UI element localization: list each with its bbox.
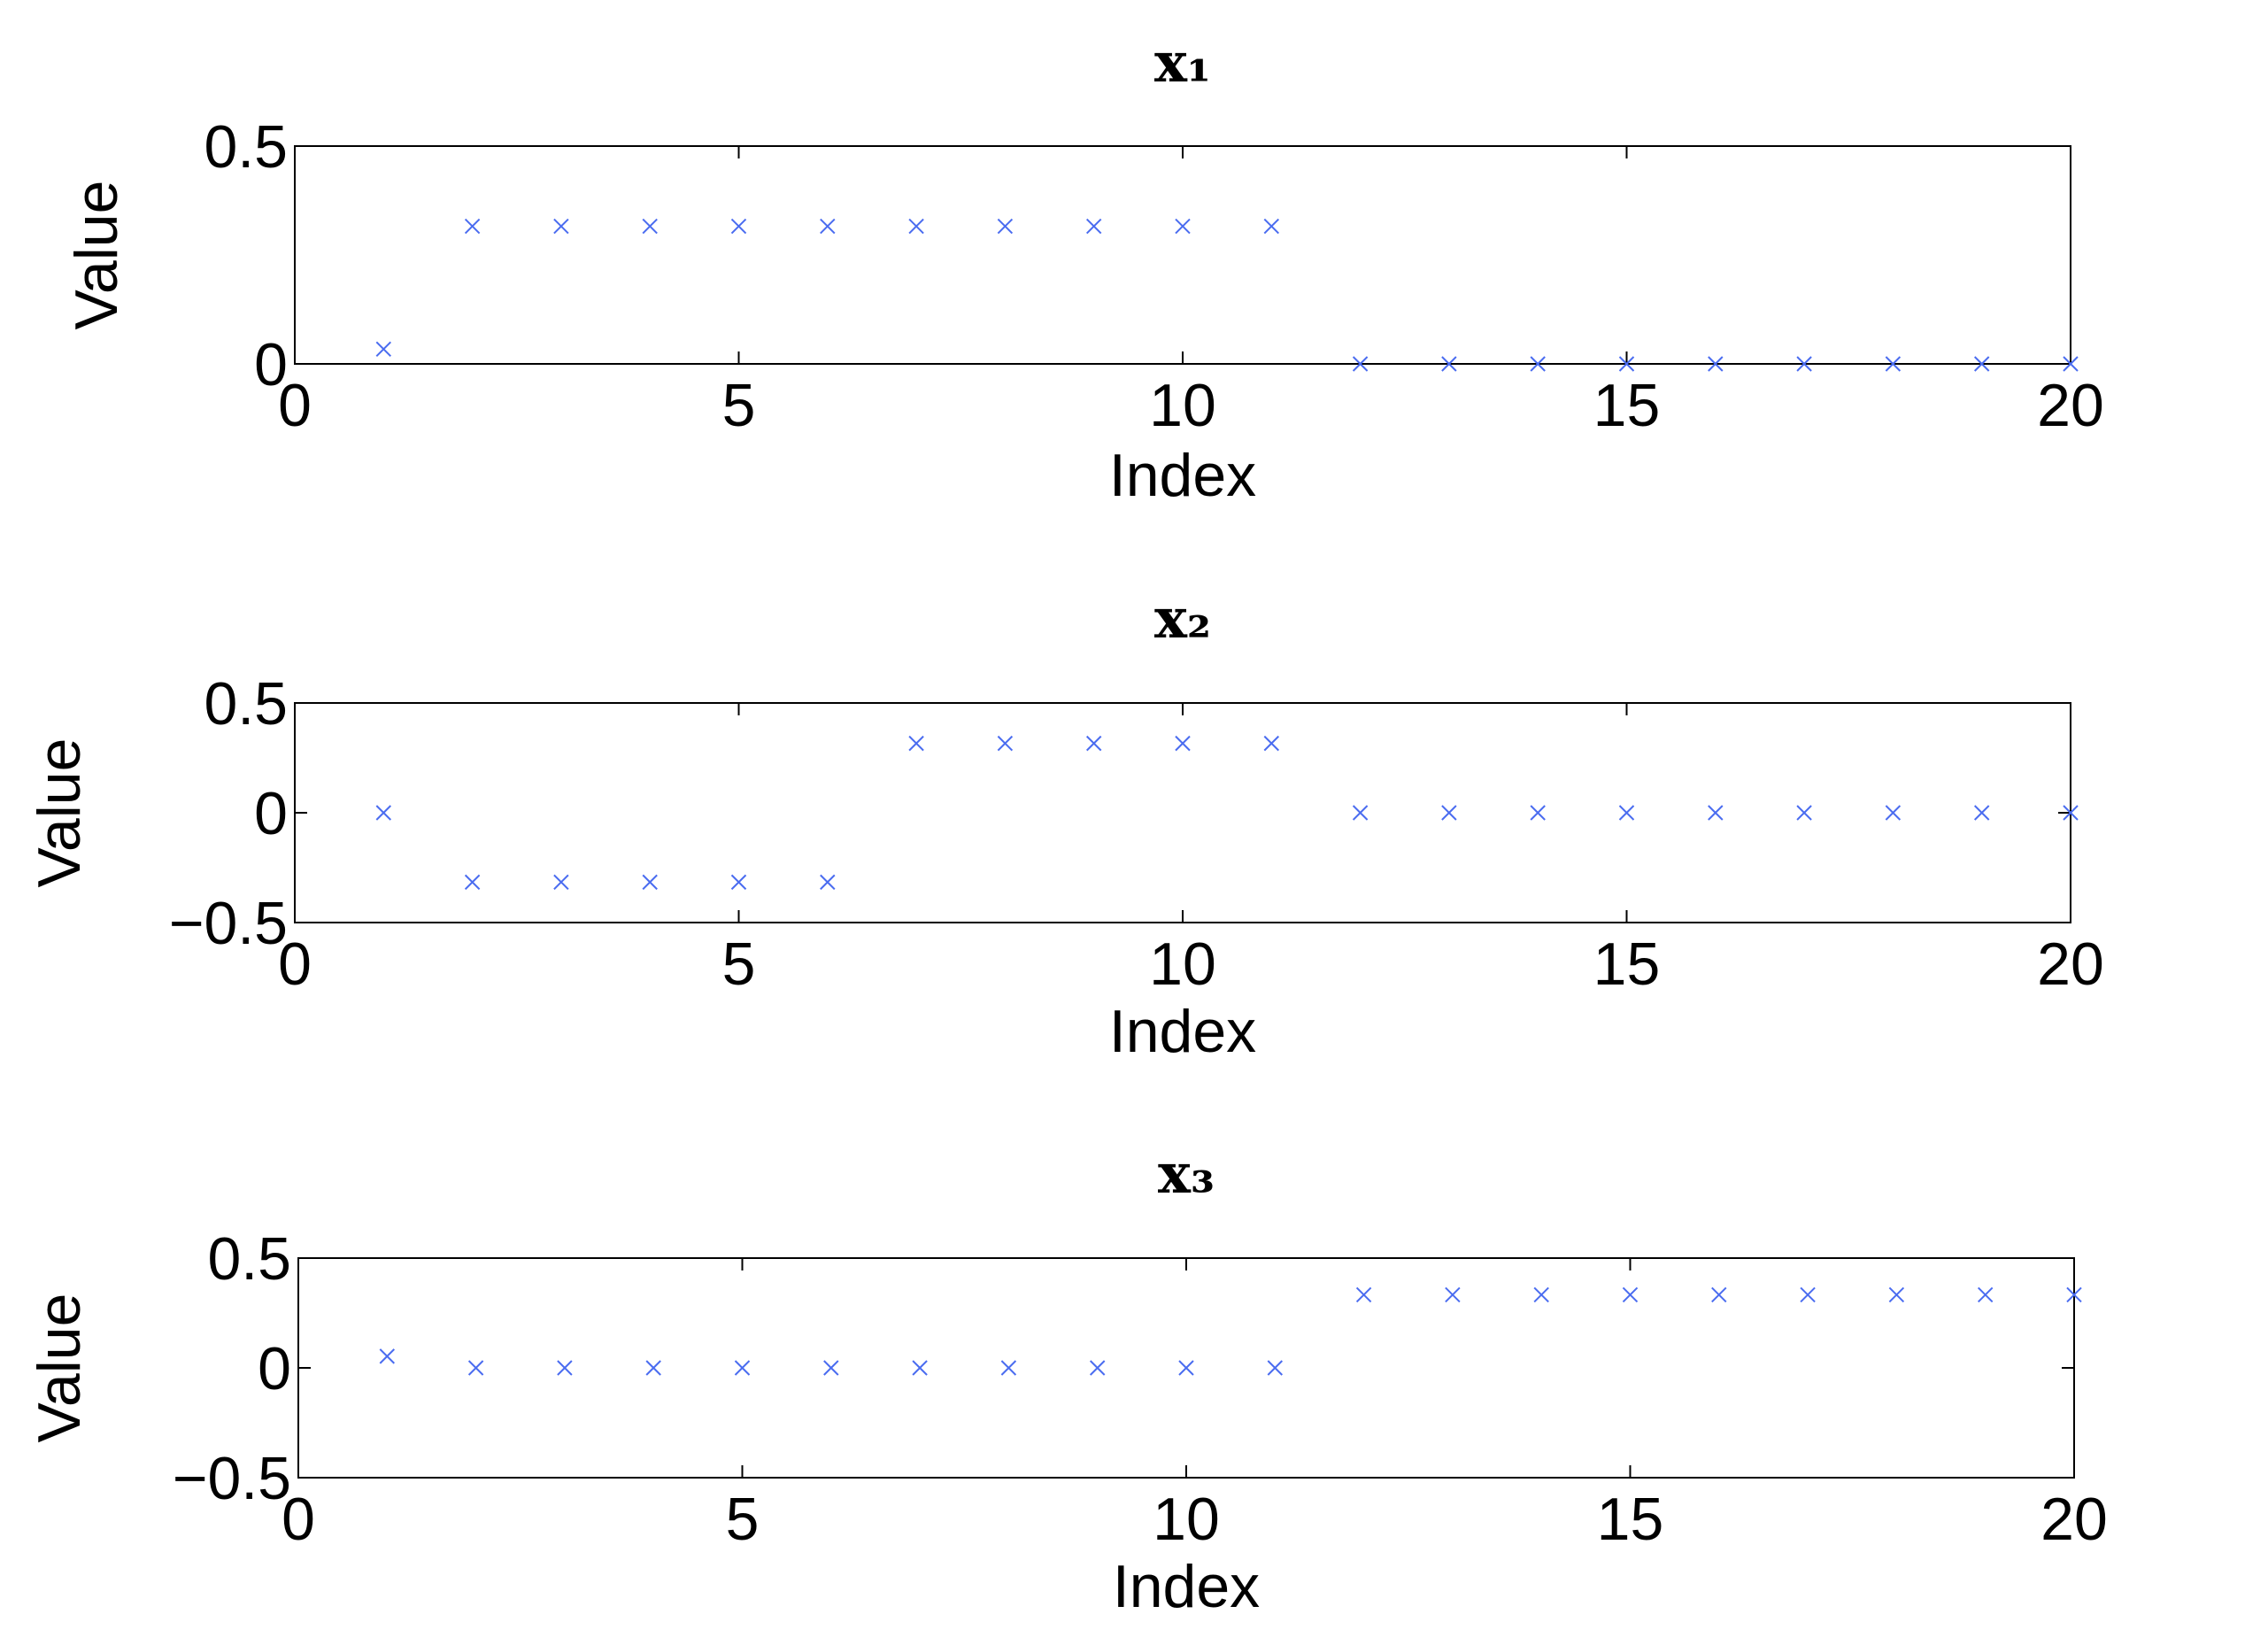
marker — [2066, 1286, 2082, 1303]
marker — [1977, 1286, 1994, 1303]
marker — [1796, 356, 1812, 372]
marker — [1533, 1286, 1549, 1303]
marker — [730, 874, 747, 891]
y-tick-label: 0 — [254, 780, 288, 847]
marker — [1973, 805, 1990, 821]
marker — [557, 1360, 573, 1376]
chart-title: x₁ — [1154, 30, 1211, 95]
marker — [997, 218, 1014, 235]
y-tick-label: 0.5 — [207, 1225, 291, 1293]
marker — [1885, 356, 1902, 372]
marker — [1618, 805, 1635, 821]
x-tick-label: 5 — [722, 372, 756, 439]
y-tick-label: −0.5 — [173, 1445, 291, 1512]
marker — [464, 218, 481, 235]
y-axis-label: Value — [26, 1294, 93, 1443]
x-tick-label: 15 — [1597, 1486, 1664, 1553]
marker — [642, 874, 658, 891]
marker — [1085, 735, 1102, 752]
plot-frame — [294, 145, 2071, 365]
marker — [1622, 1286, 1639, 1303]
y-axis-label: Value — [26, 738, 93, 888]
marker — [1441, 805, 1457, 821]
subplot: x₁ Index Value 0 5 10 15 20 0 0.5 — [63, 30, 2104, 509]
marker — [553, 874, 569, 891]
marker — [1352, 356, 1369, 372]
marker — [1263, 218, 1280, 235]
marker — [375, 341, 392, 357]
x-tick-label: 20 — [2037, 931, 2104, 998]
marker — [1178, 1360, 1194, 1376]
x-tick-label: 10 — [1149, 931, 1216, 998]
marker — [1708, 356, 1724, 372]
marker — [1263, 735, 1280, 752]
marker — [1618, 356, 1635, 372]
y-tick-label: 0.5 — [204, 670, 288, 738]
y-tick-label: 0.5 — [204, 113, 288, 181]
x-tick-label: 10 — [1149, 372, 1216, 439]
marker — [1530, 805, 1546, 821]
x-tick-label: 10 — [1153, 1486, 1220, 1553]
marker — [1445, 1286, 1461, 1303]
x-tick-label: 20 — [2037, 372, 2104, 439]
marker — [908, 735, 924, 752]
marker — [734, 1360, 751, 1376]
marker — [1089, 1360, 1106, 1376]
chart-title: x₂ — [1154, 586, 1211, 651]
marker — [730, 218, 747, 235]
chart-title: x₃ — [1158, 1141, 1215, 1206]
marker — [1888, 1286, 1905, 1303]
x-tick-label: 5 — [722, 931, 756, 998]
marker — [908, 218, 924, 235]
marker — [823, 1360, 839, 1376]
marker — [1175, 735, 1191, 752]
x-tick-label: 15 — [1593, 931, 1661, 998]
marker — [820, 874, 836, 891]
marker — [467, 1360, 484, 1376]
x-tick-label: 0 — [282, 1486, 315, 1553]
x-axis-label: Index — [1113, 1553, 1260, 1620]
x-axis-label: Index — [1109, 998, 1256, 1065]
x-tick-label: 0 — [278, 372, 312, 439]
marker — [379, 1348, 396, 1364]
x-tick-label: 20 — [2040, 1486, 2108, 1553]
marker — [1796, 805, 1812, 821]
marker — [1352, 805, 1369, 821]
x-axis-label: Index — [1109, 442, 1256, 509]
y-tick-label: −0.5 — [169, 890, 288, 957]
y-axis-label: Value — [63, 181, 130, 330]
marker — [1530, 356, 1546, 372]
marker — [642, 218, 658, 235]
marker — [1441, 356, 1457, 372]
marker — [1085, 218, 1102, 235]
marker — [1355, 1286, 1372, 1303]
y-tick-label: 0 — [258, 1335, 291, 1402]
x-tick-label: 0 — [278, 931, 312, 998]
marker — [375, 805, 392, 821]
marker — [464, 874, 481, 891]
marker — [2063, 356, 2079, 372]
marker — [1800, 1286, 1816, 1303]
marker — [820, 218, 836, 235]
marker — [912, 1360, 928, 1376]
marker — [997, 735, 1014, 752]
marker — [1708, 805, 1724, 821]
marker — [1267, 1360, 1284, 1376]
marker — [1000, 1360, 1017, 1376]
y-tick-label: 0 — [254, 331, 288, 398]
marker — [1885, 805, 1902, 821]
x-tick-label: 5 — [726, 1486, 760, 1553]
x-tick-label: 15 — [1593, 372, 1661, 439]
marker — [1175, 218, 1191, 235]
marker — [2063, 805, 2079, 821]
marker — [553, 218, 569, 235]
marker — [1711, 1286, 1727, 1303]
marker — [1973, 356, 1990, 372]
marker — [645, 1360, 661, 1376]
